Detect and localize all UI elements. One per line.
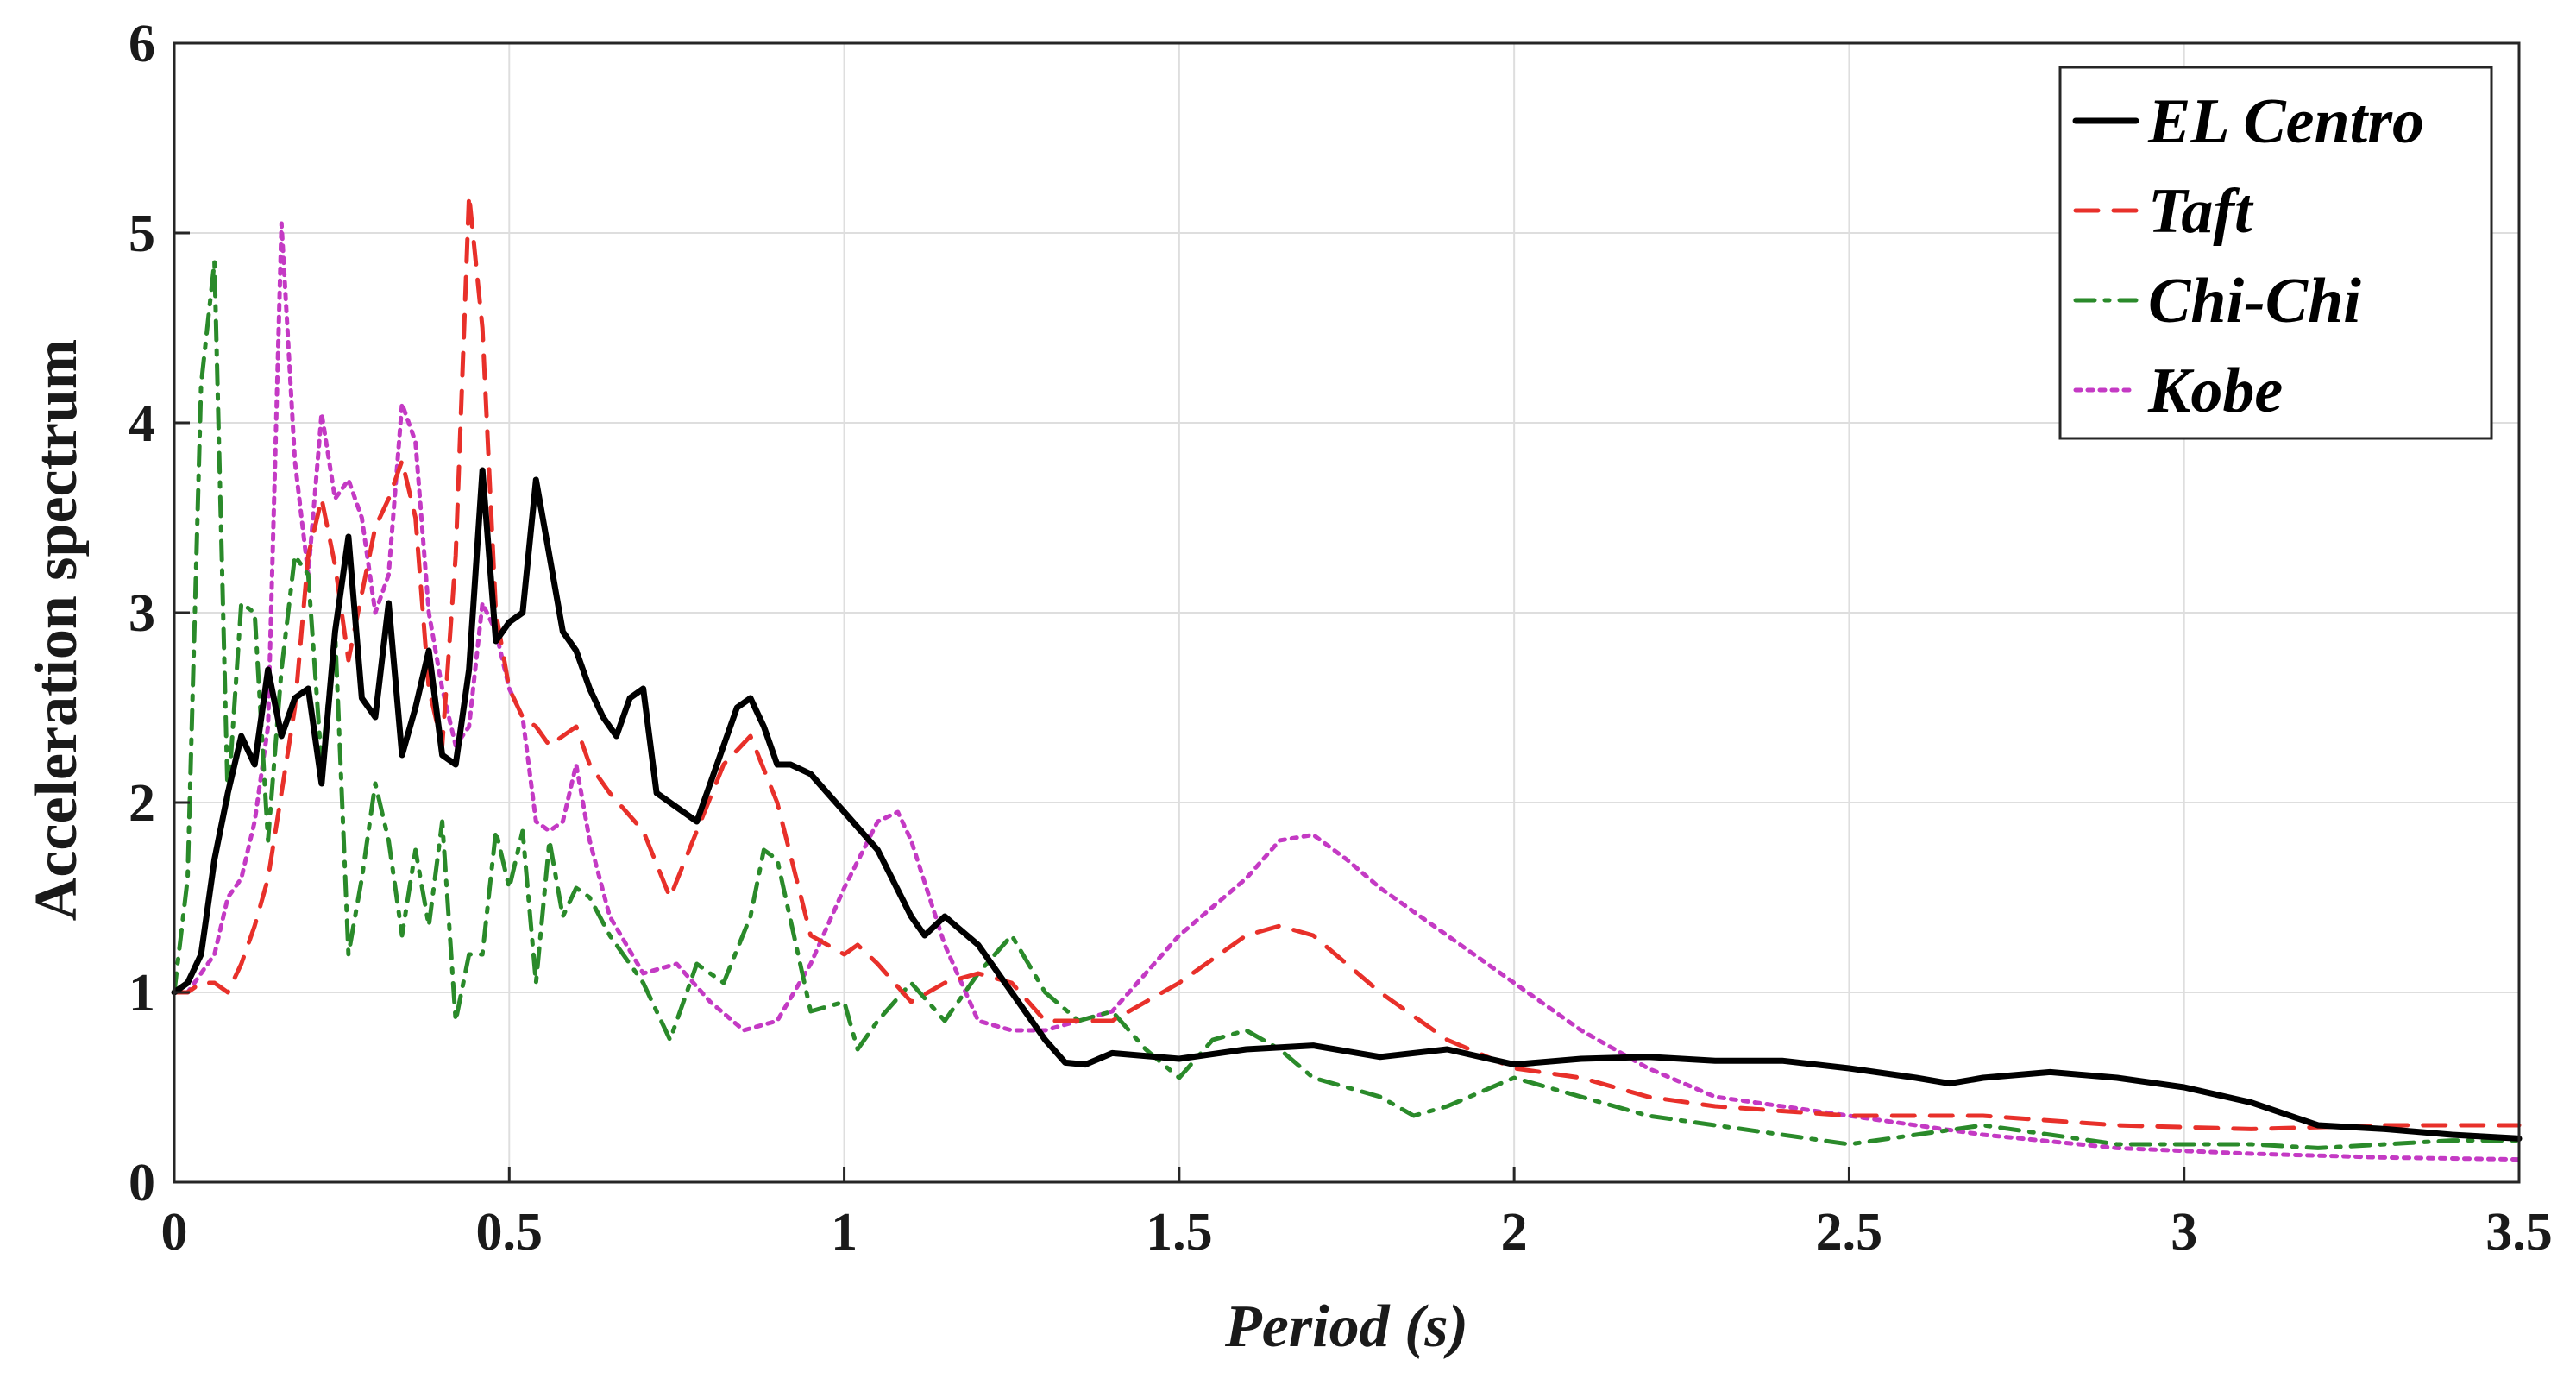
legend-box <box>2058 66 2493 440</box>
y-tick-label-1: 1 <box>129 964 155 1023</box>
x-tick-label-3: 1.5 <box>1146 1203 1213 1262</box>
y-tick-label-3: 3 <box>129 584 155 643</box>
y-tick-label-5: 5 <box>129 205 155 263</box>
legend-label-1: Taft <box>2148 176 2254 247</box>
x-tick-label-5: 2.5 <box>1816 1203 1883 1262</box>
y-tick-label-0: 0 <box>129 1154 155 1212</box>
legend: EL Centro Taft Chi-Chi Kobe <box>2058 66 2493 440</box>
y-tick-label-6: 6 <box>129 15 155 73</box>
series-layer <box>171 192 2523 1162</box>
axis-ticks: 0 0.5 1 1.5 2 2.5 3 3.5 0 1 2 3 4 5 6 <box>129 15 2553 1262</box>
x-tick-label-7: 3.5 <box>2485 1203 2553 1262</box>
legend-label-2: Chi-Chi <box>2148 266 2361 337</box>
x-tick-label-4: 2 <box>1501 1203 1528 1262</box>
y-axis-label: Acceleration spectrum <box>23 339 90 921</box>
x-tick-label-1: 0.5 <box>476 1203 543 1262</box>
x-tick-label-6: 3 <box>2171 1203 2197 1262</box>
legend-label-3: Kobe <box>2147 356 2283 426</box>
series-line-el-centro <box>171 467 2523 1142</box>
legend-label-0: EL Centro <box>2147 86 2424 157</box>
y-tick-label-2: 2 <box>129 774 155 833</box>
series-line-taft <box>172 192 2522 1131</box>
x-axis-label: Period (s) <box>1224 1294 1468 1360</box>
x-tick-label-0: 0 <box>161 1203 188 1262</box>
series-line-chi-chi <box>172 259 2522 1150</box>
y-tick-label-4: 4 <box>129 394 155 453</box>
x-tick-label-2: 1 <box>831 1203 858 1262</box>
series-line-kobe <box>172 221 2522 1162</box>
